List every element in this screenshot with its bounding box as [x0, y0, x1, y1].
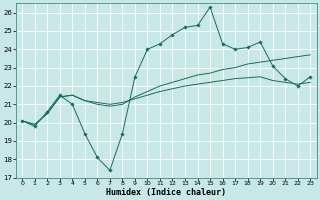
X-axis label: Humidex (Indice chaleur): Humidex (Indice chaleur) — [106, 188, 226, 197]
